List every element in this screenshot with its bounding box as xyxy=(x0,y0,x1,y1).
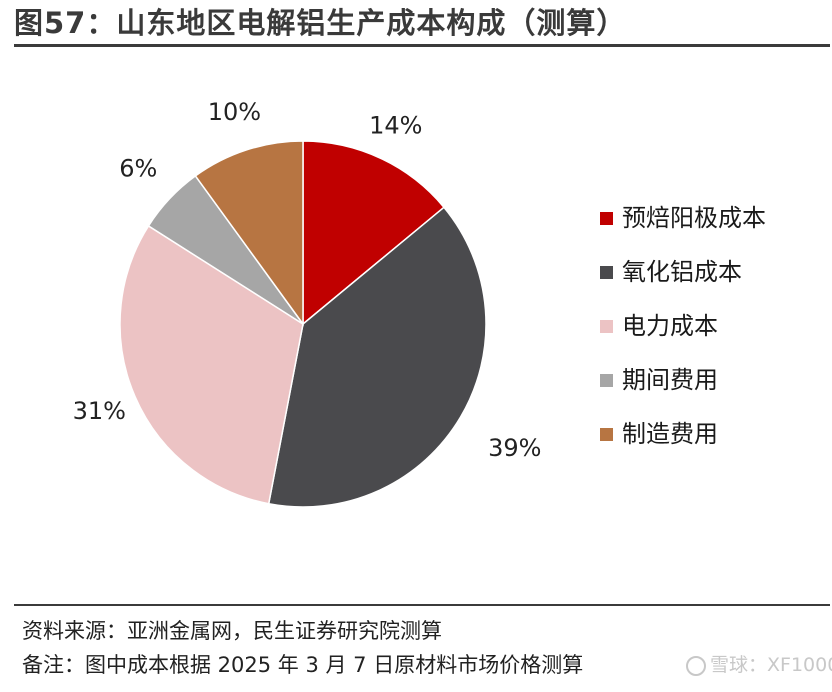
data-label-manufacturing: 10% xyxy=(208,98,261,126)
pie-slice-anode xyxy=(302,140,446,326)
legend: 预焙阳极成本 氧化铝成本 电力成本 期间费用 制造费用 xyxy=(600,198,820,468)
legend-label: 电力成本 xyxy=(622,312,718,340)
legend-item-anode: 预焙阳极成本 xyxy=(600,198,820,252)
pie-chart: 14% 39% 31% 6% 10% xyxy=(73,98,541,508)
pie-slice-alumina xyxy=(267,206,487,508)
legend-label: 期间费用 xyxy=(622,366,718,394)
watermark: 雪球：XF10000 xyxy=(686,650,832,680)
data-label-alumina: 39% xyxy=(488,434,541,462)
title-rule xyxy=(14,44,830,47)
legend-label: 氧化铝成本 xyxy=(622,258,742,286)
watermark-text: 雪球：XF10000 xyxy=(710,654,832,676)
legend-swatch xyxy=(600,212,613,225)
snowball-logo-icon xyxy=(686,655,706,676)
chart-title: 图57：山东地区电解铝生产成本构成（测算） xyxy=(14,6,627,40)
legend-label: 制造费用 xyxy=(622,420,718,448)
legend-swatch xyxy=(600,428,613,441)
footer-rule xyxy=(14,604,830,606)
legend-swatch xyxy=(600,266,613,279)
source-note: 资料来源：亚洲金属网，民生证券研究院测算 xyxy=(22,619,442,643)
data-label-power: 31% xyxy=(73,397,126,425)
pie-slice-manufacturing xyxy=(194,140,304,327)
legend-swatch xyxy=(600,320,613,333)
legend-item-power: 电力成本 xyxy=(600,306,820,360)
legend-item-manufacturing: 制造费用 xyxy=(600,414,820,468)
legend-label: 预焙阳极成本 xyxy=(622,204,766,232)
legend-swatch xyxy=(600,374,613,387)
legend-item-alumina: 氧化铝成本 xyxy=(600,252,820,306)
data-label-period: 6% xyxy=(119,154,157,182)
remark-note: 备注：图中成本根据 2025 年 3 月 7 日原材料市场价格测算 xyxy=(22,653,584,677)
data-label-anode: 14% xyxy=(369,112,422,140)
legend-item-period: 期间费用 xyxy=(600,360,820,414)
